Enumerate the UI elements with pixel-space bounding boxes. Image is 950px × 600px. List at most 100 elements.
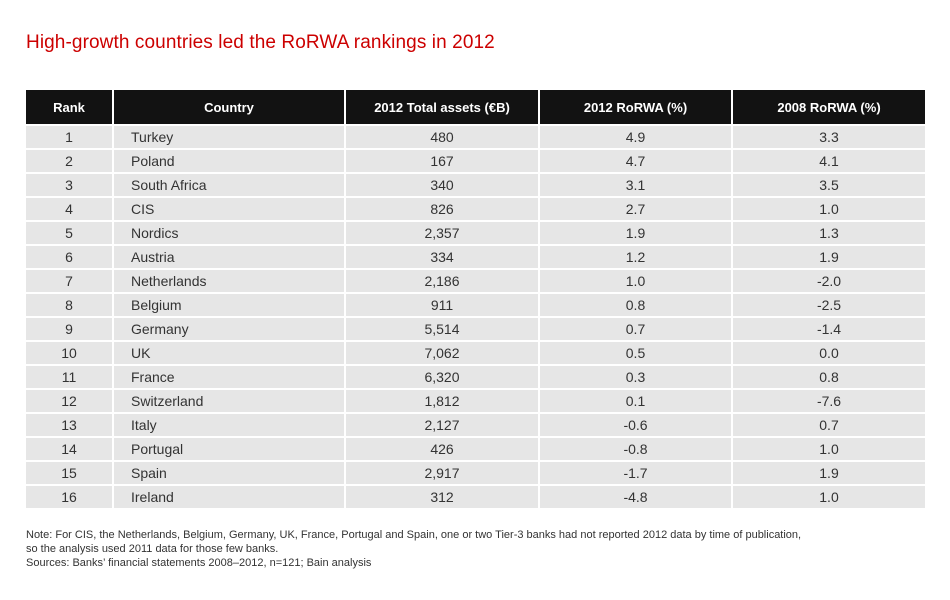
cell-rorwa-2008: -2.0 — [732, 268, 925, 293]
cell-rorwa-2008: 0.7 — [732, 412, 925, 437]
cell-country: Spain — [113, 460, 346, 485]
cell-rank: 15 — [26, 460, 114, 485]
cell-country: Austria — [113, 244, 346, 269]
cell-rorwa-2008: 1.0 — [732, 196, 925, 221]
cell-total-assets: 334 — [345, 244, 540, 269]
table-row: 1 Turkey 480 4.9 3.3 — [26, 124, 925, 149]
cell-rank: 10 — [26, 340, 114, 365]
table-row: 8 Belgium 911 0.8 -2.5 — [26, 292, 925, 317]
table-row: 7 Netherlands 2,186 1.0 -2.0 — [26, 268, 925, 293]
cell-rorwa-2008: 1.3 — [732, 220, 925, 245]
note-line-1: Note: For CIS, the Netherlands, Belgium,… — [26, 529, 802, 541]
cell-rorwa-2008: 3.3 — [732, 124, 925, 149]
cell-country: UK — [113, 340, 346, 365]
header-total-assets: 2012 Total assets (€B) — [345, 90, 540, 125]
cell-country: Belgium — [113, 292, 346, 317]
cell-total-assets: 340 — [345, 172, 540, 197]
cell-country: Netherlands — [113, 268, 346, 293]
cell-rorwa-2012: 2.7 — [539, 196, 733, 221]
cell-rorwa-2008: 3.5 — [732, 172, 925, 197]
cell-rank: 6 — [26, 244, 114, 269]
rorwa-table: Rank Country 2012 Total assets (€B) 2012… — [26, 90, 925, 508]
cell-rorwa-2012: 0.1 — [539, 388, 733, 413]
cell-country: Germany — [113, 316, 346, 341]
cell-total-assets: 167 — [345, 148, 540, 173]
table-row: 10 UK 7,062 0.5 0.0 — [26, 340, 925, 365]
cell-total-assets: 7,062 — [345, 340, 540, 365]
cell-rorwa-2012: 3.1 — [539, 172, 733, 197]
cell-country: Portugal — [113, 436, 346, 461]
cell-rorwa-2008: 1.9 — [732, 244, 925, 269]
cell-rank: 9 — [26, 316, 114, 341]
cell-rorwa-2012: -0.6 — [539, 412, 733, 437]
cell-rank: 13 — [26, 412, 114, 437]
table-row: 2 Poland 167 4.7 4.1 — [26, 148, 925, 173]
cell-total-assets: 426 — [345, 436, 540, 461]
cell-total-assets: 312 — [345, 484, 540, 508]
cell-rorwa-2008: -7.6 — [732, 388, 925, 413]
cell-rank: 14 — [26, 436, 114, 461]
cell-rorwa-2012: 0.8 — [539, 292, 733, 317]
cell-rorwa-2012: 1.2 — [539, 244, 733, 269]
cell-rank: 3 — [26, 172, 114, 197]
cell-country: South Africa — [113, 172, 346, 197]
table-row: 12 Switzerland 1,812 0.1 -7.6 — [26, 388, 925, 413]
cell-rorwa-2012: 1.9 — [539, 220, 733, 245]
cell-rorwa-2008: -1.4 — [732, 316, 925, 341]
cell-rorwa-2008: 1.9 — [732, 460, 925, 485]
header-country: Country — [113, 90, 346, 125]
cell-rank: 16 — [26, 484, 114, 508]
cell-total-assets: 2,186 — [345, 268, 540, 293]
cell-country: France — [113, 364, 346, 389]
cell-rorwa-2012: 1.0 — [539, 268, 733, 293]
cell-rank: 2 — [26, 148, 114, 173]
cell-rorwa-2012: 0.5 — [539, 340, 733, 365]
cell-rorwa-2008: 1.0 — [732, 484, 925, 508]
cell-rorwa-2008: -2.5 — [732, 292, 925, 317]
cell-country: Switzerland — [113, 388, 346, 413]
table-row: 4 CIS 826 2.7 1.0 — [26, 196, 925, 221]
cell-rorwa-2008: 0.8 — [732, 364, 925, 389]
cell-rank: 11 — [26, 364, 114, 389]
cell-rorwa-2012: -1.7 — [539, 460, 733, 485]
cell-total-assets: 1,812 — [345, 388, 540, 413]
table-row: 15 Spain 2,917 -1.7 1.9 — [26, 460, 925, 485]
cell-rank: 5 — [26, 220, 114, 245]
cell-total-assets: 2,917 — [345, 460, 540, 485]
cell-rank: 8 — [26, 292, 114, 317]
table-row: 11 France 6,320 0.3 0.8 — [26, 364, 925, 389]
cell-rorwa-2008: 0.0 — [732, 340, 925, 365]
cell-rorwa-2008: 4.1 — [732, 148, 925, 173]
header-rorwa-2012: 2012 RoRWA (%) — [539, 90, 733, 125]
cell-rorwa-2012: 0.7 — [539, 316, 733, 341]
cell-rank: 1 — [26, 124, 114, 149]
cell-total-assets: 2,357 — [345, 220, 540, 245]
footnotes: Note: For CIS, the Netherlands, Belgium,… — [26, 528, 926, 570]
cell-country: Poland — [113, 148, 346, 173]
cell-total-assets: 5,514 — [345, 316, 540, 341]
table-row: 14 Portugal 426 -0.8 1.0 — [26, 436, 925, 461]
cell-rorwa-2012: 4.7 — [539, 148, 733, 173]
cell-rorwa-2012: 4.9 — [539, 124, 733, 149]
table-row: 16 Ireland 312 -4.8 1.0 — [26, 484, 925, 508]
cell-country: Nordics — [113, 220, 346, 245]
cell-rorwa-2008: 1.0 — [732, 436, 925, 461]
cell-country: Ireland — [113, 484, 346, 508]
page-title: High-growth countries led the RoRWA rank… — [26, 32, 495, 53]
note-line-2: so the analysis used 2011 data for those… — [26, 543, 279, 555]
table-row: 3 South Africa 340 3.1 3.5 — [26, 172, 925, 197]
cell-total-assets: 911 — [345, 292, 540, 317]
cell-rorwa-2012: -0.8 — [539, 436, 733, 461]
cell-total-assets: 6,320 — [345, 364, 540, 389]
header-rorwa-2008: 2008 RoRWA (%) — [732, 90, 925, 125]
table-body: 1 Turkey 480 4.9 3.3 2 Poland 167 4.7 4.1 3 South A… — [26, 124, 925, 508]
cell-rank: 4 — [26, 196, 114, 221]
table-row: 6 Austria 334 1.2 1.9 — [26, 244, 925, 269]
cell-rank: 7 — [26, 268, 114, 293]
sources-line: Sources: Banks’ financial statements 200… — [26, 557, 372, 569]
cell-total-assets: 2,127 — [345, 412, 540, 437]
cell-rorwa-2012: 0.3 — [539, 364, 733, 389]
table-row: 9 Germany 5,514 0.7 -1.4 — [26, 316, 925, 341]
cell-rank: 12 — [26, 388, 114, 413]
cell-country: Turkey — [113, 124, 346, 149]
